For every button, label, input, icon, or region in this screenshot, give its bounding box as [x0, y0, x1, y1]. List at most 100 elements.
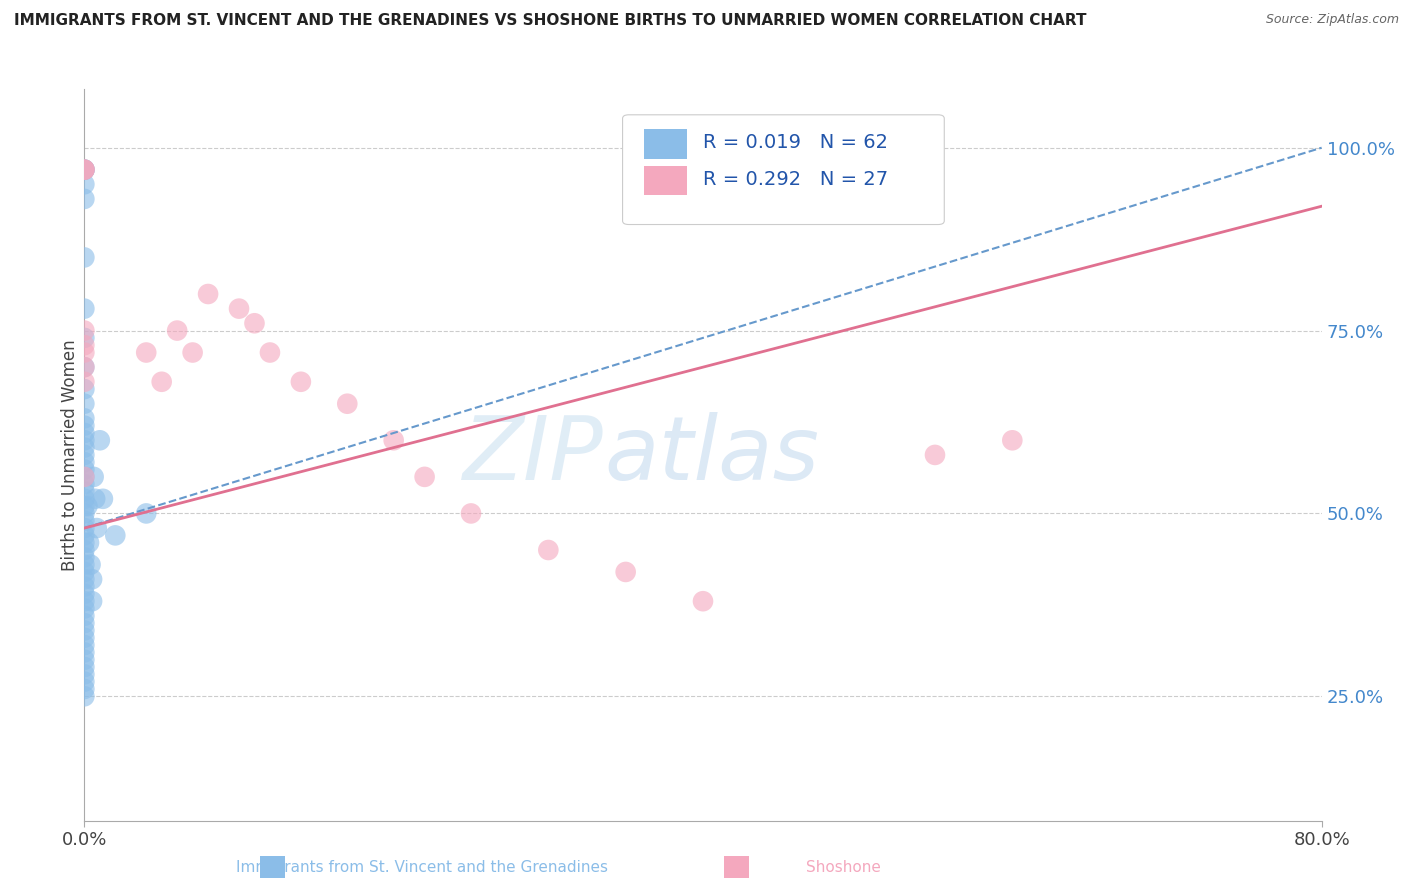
Point: [89, 434, 111, 448]
Point: [73, 558, 96, 572]
Point: [73, 301, 96, 316]
Point: [73, 425, 96, 440]
Point: [73, 521, 96, 535]
Text: ZIP: ZIP: [463, 412, 605, 498]
Point: [228, 301, 250, 316]
Point: [73, 448, 96, 462]
Point: [73, 514, 96, 528]
Point: [924, 448, 946, 462]
Point: [73, 462, 96, 476]
Point: [243, 316, 266, 330]
Point: [73, 528, 96, 542]
Point: [73, 587, 96, 601]
Point: [73, 434, 96, 448]
Point: [73, 690, 96, 704]
Point: [76, 499, 98, 513]
Point: [290, 375, 312, 389]
Point: [73, 499, 96, 513]
Point: [73, 470, 96, 484]
Text: Source: ZipAtlas.com: Source: ZipAtlas.com: [1265, 13, 1399, 27]
Y-axis label: Births to Unmarried Women: Births to Unmarried Women: [60, 339, 79, 571]
Point: [73, 251, 96, 265]
Point: [413, 470, 436, 484]
Point: [166, 324, 188, 338]
Point: [73, 653, 96, 667]
Point: [73, 338, 96, 352]
Point: [197, 287, 219, 301]
Point: [73, 601, 96, 615]
Point: [73, 550, 96, 565]
Point: [73, 324, 96, 338]
Point: [73, 345, 96, 359]
FancyBboxPatch shape: [644, 129, 688, 159]
Point: [73, 631, 96, 645]
Point: [73, 572, 96, 586]
Point: [73, 162, 96, 177]
Point: [73, 360, 96, 375]
Point: [73, 441, 96, 455]
FancyBboxPatch shape: [623, 115, 945, 225]
Point: [336, 397, 359, 411]
Point: [73, 162, 96, 177]
Point: [73, 616, 96, 631]
Point: [259, 345, 281, 359]
Point: [73, 681, 96, 696]
Point: [73, 375, 96, 389]
Point: [77, 535, 100, 549]
Point: [73, 667, 96, 681]
Point: [73, 645, 96, 659]
Point: [73, 660, 96, 674]
Point: [73, 543, 96, 558]
Point: [73, 565, 96, 579]
Point: [73, 470, 96, 484]
Point: [73, 192, 96, 206]
Point: [79, 558, 101, 572]
Point: [73, 360, 96, 375]
Point: [1001, 434, 1024, 448]
Point: [73, 674, 96, 689]
Point: [73, 491, 96, 506]
Point: [104, 528, 127, 542]
Point: [73, 397, 96, 411]
Point: [537, 543, 560, 558]
Point: [382, 434, 405, 448]
Point: [73, 477, 96, 491]
Point: [73, 624, 96, 638]
Point: [73, 580, 96, 594]
Point: [82, 572, 104, 586]
Point: [73, 178, 96, 192]
Text: R = 0.292   N = 27: R = 0.292 N = 27: [703, 169, 889, 189]
Point: [150, 375, 173, 389]
Text: Immigrants from St. Vincent and the Grenadines: Immigrants from St. Vincent and the Gren…: [236, 860, 607, 874]
Point: [73, 162, 96, 177]
Point: [73, 418, 96, 433]
Point: [614, 565, 637, 579]
Point: [692, 594, 714, 608]
Point: [82, 594, 104, 608]
Point: [86, 521, 108, 535]
Point: [73, 507, 96, 521]
Point: [460, 507, 482, 521]
Point: [73, 535, 96, 549]
Text: atlas: atlas: [605, 412, 818, 498]
Point: [84, 491, 107, 506]
Point: [73, 162, 96, 177]
FancyBboxPatch shape: [644, 166, 688, 195]
Point: [73, 638, 96, 652]
Point: [91, 491, 114, 506]
Point: [73, 455, 96, 469]
Point: [73, 484, 96, 499]
Point: [181, 345, 204, 359]
Point: [135, 507, 157, 521]
Point: [73, 382, 96, 396]
Point: [83, 470, 105, 484]
Text: IMMIGRANTS FROM ST. VINCENT AND THE GRENADINES VS SHOSHONE BIRTHS TO UNMARRIED W: IMMIGRANTS FROM ST. VINCENT AND THE GREN…: [14, 13, 1087, 29]
Point: [73, 331, 96, 345]
Point: [73, 162, 96, 177]
Point: [135, 345, 157, 359]
Point: [73, 594, 96, 608]
Point: [73, 608, 96, 623]
Point: [73, 162, 96, 177]
Text: Shoshone: Shoshone: [806, 860, 882, 874]
Text: R = 0.019   N = 62: R = 0.019 N = 62: [703, 133, 889, 153]
